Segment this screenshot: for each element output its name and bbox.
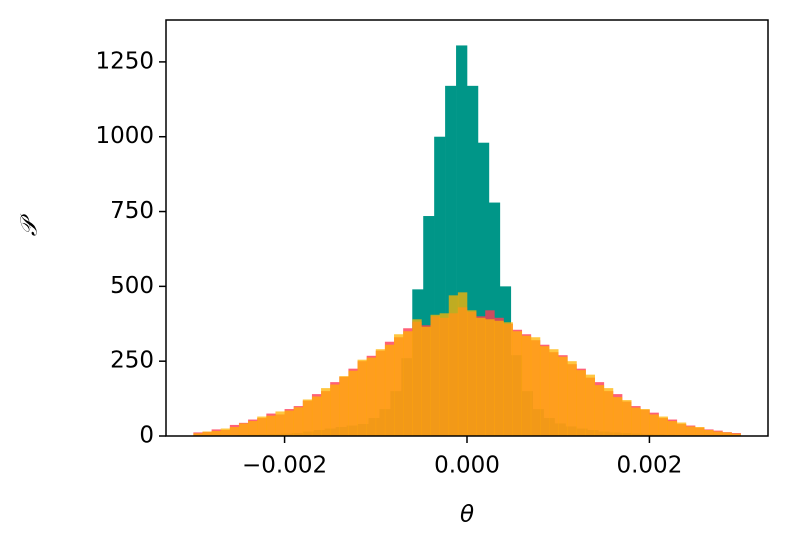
histogram-bar bbox=[457, 292, 468, 436]
histogram-bar bbox=[434, 136, 446, 436]
histogram-bar bbox=[321, 388, 331, 436]
histogram-bar bbox=[248, 421, 258, 436]
histogram-bar bbox=[229, 427, 240, 436]
histogram-bar bbox=[348, 370, 358, 436]
histogram-bar bbox=[585, 374, 595, 436]
histogram-bar bbox=[284, 410, 294, 436]
histogram-bar bbox=[456, 45, 468, 437]
histogram-bar bbox=[667, 421, 678, 436]
x-tick-label: 0.000 bbox=[434, 453, 500, 479]
histogram-bar bbox=[275, 411, 285, 436]
histogram-bar bbox=[357, 359, 367, 436]
histogram-bar bbox=[366, 357, 377, 436]
y-tick-label: 750 bbox=[110, 198, 154, 224]
histogram-bar bbox=[631, 407, 641, 436]
plot-bars bbox=[193, 45, 741, 437]
histogram-bar bbox=[445, 85, 457, 436]
histogram-bar bbox=[558, 356, 568, 436]
y-tick-label: 250 bbox=[110, 348, 154, 374]
histogram-bar bbox=[412, 319, 422, 436]
histogram-bar bbox=[375, 349, 386, 436]
y-tick-label: 1250 bbox=[95, 48, 154, 74]
histogram-bar bbox=[477, 142, 490, 437]
x-axis-label: θ bbox=[460, 502, 474, 528]
histogram-bar bbox=[503, 322, 513, 436]
histogram-bar bbox=[521, 335, 532, 436]
histogram-bar bbox=[302, 399, 313, 436]
histogram-bar bbox=[430, 314, 440, 436]
histogram-bar bbox=[448, 295, 459, 436]
y-tick-label: 0 bbox=[139, 423, 154, 449]
histogram-bar bbox=[421, 326, 431, 436]
histogram-bar bbox=[576, 370, 586, 436]
histogram-bar bbox=[257, 416, 267, 436]
histogram-bar bbox=[622, 400, 632, 436]
histogram-bar bbox=[467, 85, 479, 436]
histogram-bar bbox=[211, 430, 222, 436]
histogram-bar bbox=[640, 409, 650, 436]
y-tick-label: 1000 bbox=[95, 123, 154, 149]
histogram-bar bbox=[220, 428, 231, 436]
histogram-bar bbox=[485, 319, 495, 436]
histogram-bar bbox=[549, 349, 559, 436]
histogram-bar bbox=[238, 423, 249, 436]
histogram-bar bbox=[394, 334, 404, 436]
histogram-bar bbox=[193, 433, 203, 436]
histogram-bar bbox=[293, 407, 304, 436]
histogram-bar bbox=[676, 422, 687, 436]
histogram-bar bbox=[722, 432, 732, 436]
histogram-bar bbox=[539, 346, 550, 436]
histogram-bar bbox=[685, 426, 696, 436]
histogram-bar bbox=[384, 344, 395, 436]
histogram-bar bbox=[594, 385, 605, 436]
histogram-bar bbox=[603, 388, 614, 436]
histogram-bar bbox=[266, 415, 276, 436]
histogram-bar bbox=[695, 427, 705, 436]
histogram-bar bbox=[658, 416, 668, 436]
histogram-bar bbox=[339, 376, 349, 436]
histogram-bar bbox=[713, 431, 723, 436]
histogram-bar bbox=[476, 317, 486, 436]
x-tick-label: 0.002 bbox=[616, 453, 682, 479]
histogram-bar bbox=[612, 397, 623, 436]
histogram-bar bbox=[704, 430, 714, 436]
histogram-bar bbox=[494, 320, 504, 436]
histogram-bar bbox=[731, 433, 741, 436]
histogram-bar bbox=[311, 396, 322, 436]
histogram-bar bbox=[467, 310, 477, 436]
histogram-bar bbox=[649, 414, 659, 436]
histogram-bar bbox=[512, 331, 523, 436]
y-tick-label: 500 bbox=[110, 273, 154, 299]
histogram-bar bbox=[530, 337, 541, 436]
histogram-bar bbox=[330, 384, 340, 436]
histogram-bar bbox=[403, 331, 413, 436]
y-axis-label: 𝒫 bbox=[17, 213, 43, 236]
histogram-bar bbox=[567, 361, 577, 436]
histogram-bar bbox=[439, 313, 450, 436]
x-tick-label: −0.002 bbox=[242, 453, 327, 479]
histogram-bar bbox=[202, 431, 212, 436]
